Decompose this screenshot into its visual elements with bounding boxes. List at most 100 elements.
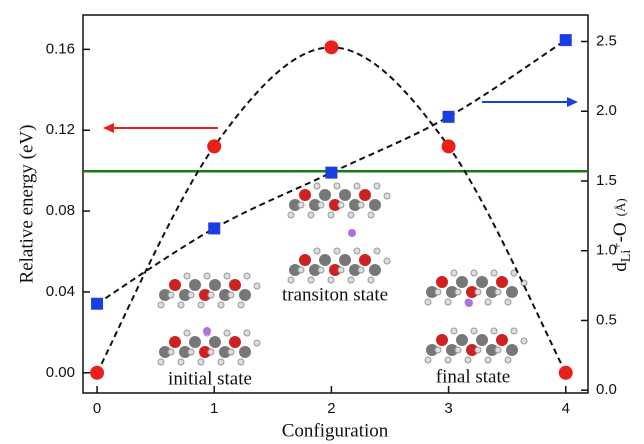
atom: [318, 267, 324, 273]
y-tick-label: 0.04: [46, 283, 75, 300]
square-marker: [443, 111, 455, 123]
atom: [445, 299, 451, 305]
atom: [318, 202, 324, 208]
atom: [359, 254, 371, 266]
atom: [374, 248, 380, 254]
atom: [244, 273, 250, 279]
circle-marker: [559, 366, 573, 380]
atom: [358, 267, 364, 273]
atom: [485, 299, 491, 305]
atom: [228, 292, 234, 298]
atom: [328, 277, 334, 283]
atom: [168, 292, 174, 298]
atom: [369, 264, 381, 276]
y-tick-label: 0.16: [46, 40, 75, 57]
atom: [456, 276, 468, 288]
atom: [339, 254, 351, 266]
atom: [435, 289, 441, 295]
atom: [476, 334, 488, 346]
atom: [189, 279, 201, 291]
atom: [425, 357, 431, 363]
atom: [505, 357, 511, 363]
atom: [238, 359, 244, 365]
atom: [496, 276, 508, 288]
atom: [511, 328, 517, 334]
atom: [506, 286, 518, 298]
atom: [369, 199, 381, 211]
atom: [169, 279, 181, 291]
atom: [455, 289, 461, 295]
atom: [308, 212, 314, 218]
atom: [455, 347, 461, 353]
atom: [471, 270, 477, 276]
atom: [298, 202, 304, 208]
atom: [208, 292, 214, 298]
atom: [229, 336, 241, 348]
molecules: [158, 183, 527, 365]
y2-axis-title: dLi+-O(Å): [609, 198, 634, 271]
x-tick-label: 1: [210, 400, 218, 417]
atom: [314, 183, 320, 189]
atom: [184, 330, 190, 336]
atom: [436, 334, 448, 346]
y2-tick-label: 0.5: [596, 311, 617, 328]
x-tick-label: 3: [444, 400, 452, 417]
y2-tick-label: 2.0: [596, 102, 617, 119]
x-tick-label: 0: [93, 400, 101, 417]
square-marker: [560, 34, 572, 46]
atom: [339, 189, 351, 201]
atom: [491, 328, 497, 334]
atom: [189, 336, 201, 348]
atom: [465, 357, 471, 363]
y2-tick-label: 1.5: [596, 172, 617, 189]
atom: [203, 327, 211, 335]
atom: [314, 248, 320, 254]
annotation: initial state: [168, 368, 252, 389]
chart: Configuration Relative energy (eV) dLi+-…: [0, 0, 644, 444]
atom: [475, 289, 481, 295]
y-tick-label: 0.12: [46, 121, 75, 138]
atom: [188, 292, 194, 298]
atom: [451, 328, 457, 334]
atom: [209, 336, 221, 348]
square-marker: [325, 167, 337, 179]
atom: [368, 277, 374, 283]
circle-marker: [442, 139, 456, 153]
atom: [384, 258, 390, 264]
atom: [168, 349, 174, 355]
atom: [204, 273, 210, 279]
atom: [319, 254, 331, 266]
atom: [358, 202, 364, 208]
atom: [435, 347, 441, 353]
atom: [229, 279, 241, 291]
atom: [328, 212, 334, 218]
atom: [334, 183, 340, 189]
atom: [299, 189, 311, 201]
atom: [178, 302, 184, 308]
y2-title-rest: -O: [610, 222, 631, 242]
atom: [198, 302, 204, 308]
y2-tick-label: 2.5: [596, 32, 617, 49]
atom: [298, 267, 304, 273]
atom: [476, 276, 488, 288]
x-axis-title: Configuration: [282, 420, 389, 441]
annotation: transiton state: [282, 284, 388, 305]
atom: [384, 193, 390, 199]
atom: [495, 347, 501, 353]
circle-marker: [324, 40, 338, 54]
atom: [184, 273, 190, 279]
atom: [288, 277, 294, 283]
y2-title-sub: Li: [619, 250, 634, 263]
y2-title-unit: (Å): [613, 198, 628, 216]
atom: [354, 248, 360, 254]
atom: [475, 347, 481, 353]
atom: [244, 330, 250, 336]
annotation: final state: [436, 366, 510, 387]
atom: [348, 277, 354, 283]
y2-tick-label: 0.0: [596, 381, 617, 398]
atom: [158, 359, 164, 365]
atom: [334, 248, 340, 254]
atom: [224, 273, 230, 279]
atom: [254, 340, 260, 346]
series-line: [97, 47, 566, 372]
